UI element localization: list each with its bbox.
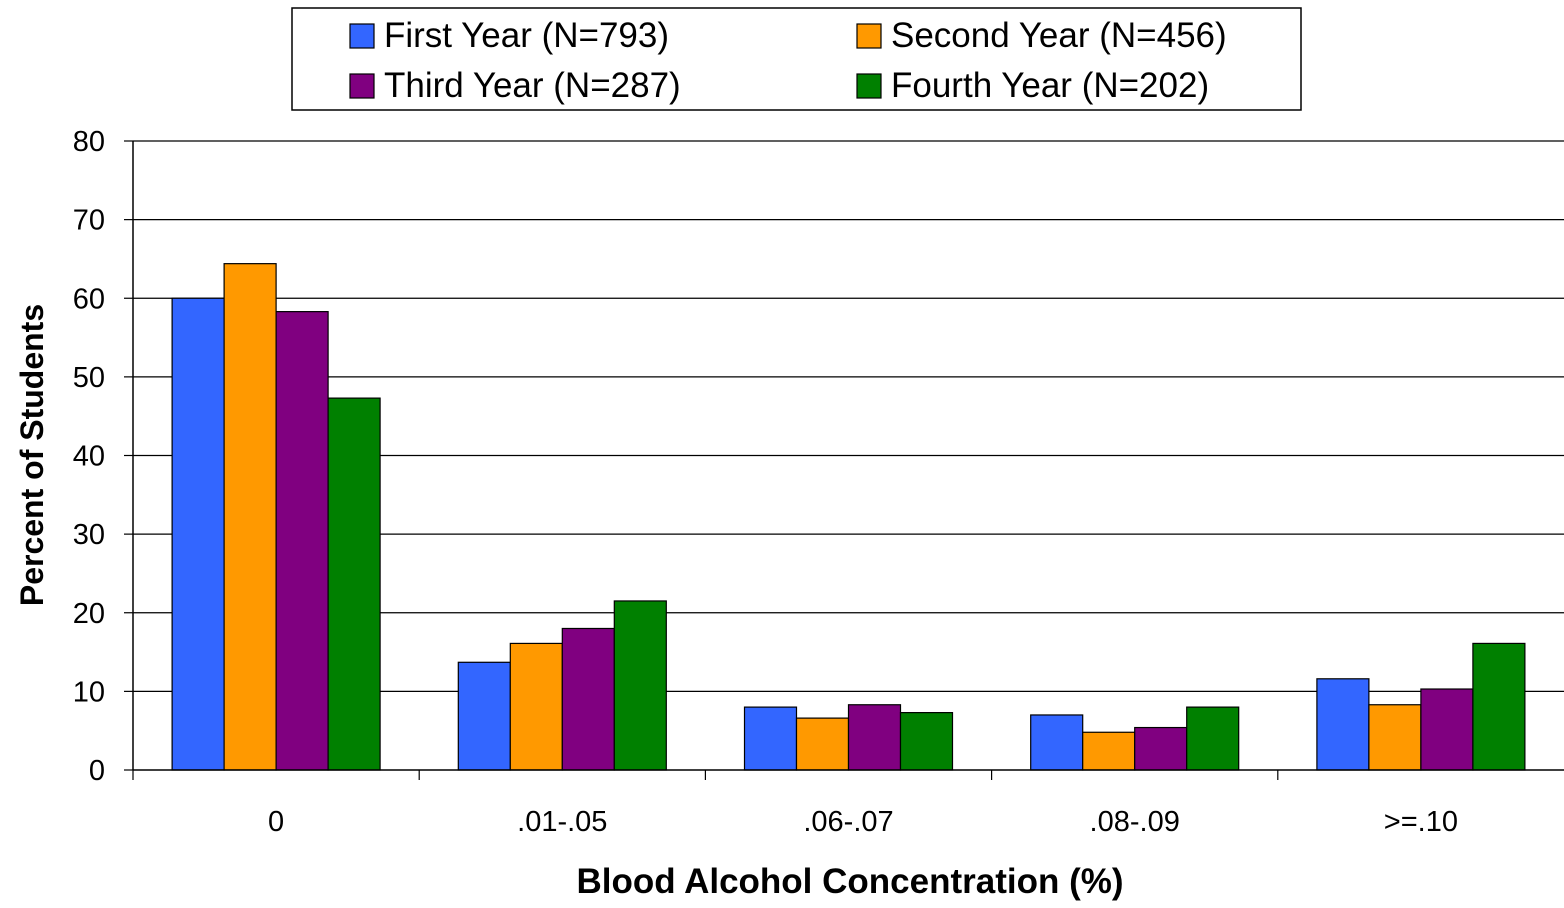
x-tick-label: .01-.05	[517, 806, 607, 838]
bar	[223, 263, 277, 771]
legend-swatch	[856, 23, 882, 49]
legend-label: First Year (N=793)	[384, 16, 669, 55]
bar	[1186, 706, 1240, 771]
y-tick-label: 0	[89, 755, 105, 787]
legend: First Year (N=793) Second Year (N=456) Thi…	[291, 7, 1302, 111]
y-axis-title: Percent of Students	[14, 304, 50, 606]
y-tick-label: 70	[73, 205, 105, 237]
bar	[1030, 714, 1084, 771]
y-tick-label: 50	[73, 362, 105, 394]
x-tick-label: 0	[268, 806, 284, 838]
bar	[1368, 704, 1422, 771]
axes: 0 10 20 30 40 50 60 70 80 0 .01-.05 .06-.07 .08-.09 >…	[73, 126, 1564, 838]
bar	[275, 311, 329, 771]
x-tick-label: .06-.07	[803, 806, 893, 838]
y-tick-label: 80	[73, 126, 105, 158]
legend-swatch	[856, 73, 882, 99]
y-tick-label: 10	[73, 676, 105, 708]
bar	[795, 717, 850, 771]
bar	[171, 297, 225, 771]
y-tick-label: 20	[73, 598, 105, 630]
bar	[1472, 642, 1526, 771]
y-tick-label: 30	[73, 519, 105, 551]
bar	[1420, 688, 1474, 771]
bar	[899, 712, 954, 771]
legend-swatch	[349, 73, 375, 99]
bar	[327, 397, 381, 771]
bar	[1134, 726, 1188, 771]
bar	[457, 661, 511, 771]
x-tick-label: >=.10	[1384, 806, 1458, 838]
legend-box	[291, 7, 1302, 111]
legend-swatch	[349, 23, 375, 49]
bar	[561, 627, 615, 771]
bar	[743, 706, 798, 771]
y-tick-label: 40	[73, 441, 105, 473]
bar	[1316, 678, 1370, 771]
x-tick-label: .08-.09	[1090, 806, 1180, 838]
bar	[847, 704, 902, 771]
bar	[1082, 731, 1136, 771]
x-axis-title: Blood Alcohol Concentration (%)	[577, 862, 1124, 901]
bars	[171, 263, 1526, 771]
legend-label: Third Year (N=287)	[384, 66, 681, 105]
bar	[509, 642, 563, 771]
legend-label: Second Year (N=456)	[891, 16, 1227, 55]
bar	[613, 600, 667, 771]
legend-label: Fourth Year (N=202)	[891, 66, 1209, 105]
y-tick-label: 60	[73, 283, 105, 315]
